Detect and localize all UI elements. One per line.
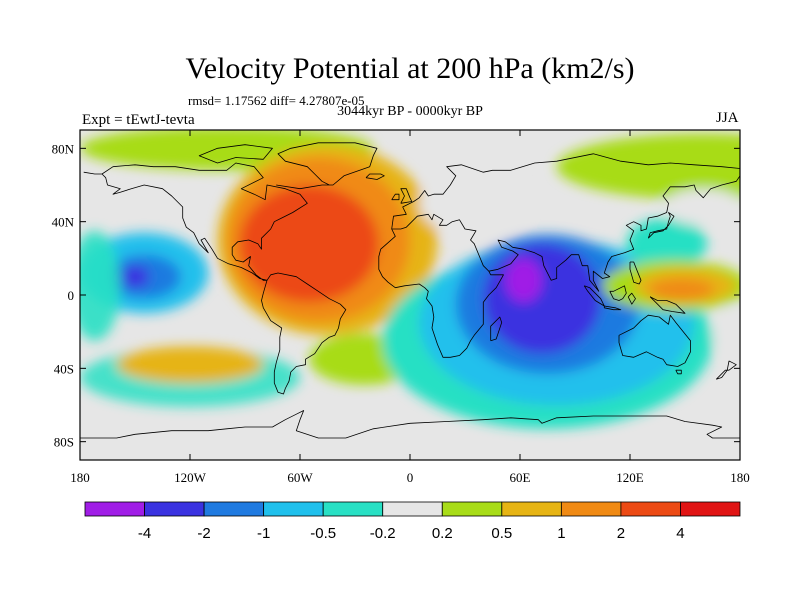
colorbar-label: 0.2	[432, 525, 453, 542]
coastline	[83, 171, 102, 175]
field-contour	[419, 170, 530, 237]
lon-tick-label: 180	[70, 470, 90, 485]
coastline	[603, 305, 622, 311]
colorbar: -4 -2 -1 -0.5 -0.2 0.2 0.5 1 2 4	[84, 501, 741, 542]
map-axes: 180 120W 60W 0 60E 120E 180 80N 40N 0 40S 80S	[52, 130, 750, 485]
coastline	[649, 296, 686, 314]
coastline	[618, 314, 691, 367]
colorbar-swatch	[144, 501, 205, 517]
velocity-potential-field	[80, 130, 740, 429]
field-contour	[239, 185, 379, 303]
map-panel: 180 120W 60W 0 60E 120E 180 80N 40N 0 40S 80S	[52, 129, 750, 485]
colorbar-swatch	[263, 501, 324, 517]
coastline	[490, 316, 503, 342]
lon-tick-label: 120E	[616, 470, 644, 485]
lon-tick-label: 60E	[510, 470, 531, 485]
lat-tick-label: 40S	[54, 361, 74, 376]
field-contour	[80, 230, 121, 341]
colorbar-label: 0.5	[491, 525, 512, 542]
field-contour	[116, 346, 264, 383]
coastline	[627, 292, 636, 305]
colorbar-label: -1	[257, 525, 270, 542]
left-subtitle: Expt = tEwtJ-tevta	[82, 112, 195, 128]
colorbar-swatch	[382, 501, 443, 517]
coastline	[378, 228, 504, 358]
chart-title: Velocity Potential at 200 hPa (km2/s)	[185, 52, 635, 85]
colorbar-label: -2	[197, 525, 210, 542]
colorbar-swatch	[680, 501, 741, 517]
colorbar-swatch	[560, 501, 622, 517]
lat-tick-label: 80N	[52, 141, 75, 156]
coastline	[391, 175, 740, 292]
field-contour	[505, 258, 542, 303]
coastline	[261, 272, 347, 395]
field-contour	[483, 243, 601, 354]
coastline	[80, 410, 740, 439]
coastline	[276, 142, 378, 190]
field-contour	[663, 188, 740, 226]
coastline	[101, 162, 308, 281]
colorbar-label: 1	[557, 525, 565, 542]
field-contour	[120, 265, 150, 288]
colorbar-label: -0.5	[310, 525, 336, 542]
coastline	[715, 360, 737, 380]
center-subtitle: 3044kyr BP - 0000kyr BP	[337, 104, 483, 119]
coastline	[391, 193, 400, 201]
colorbar-label: -4	[138, 525, 151, 542]
lon-tick-label: 0	[407, 470, 414, 485]
field-contour	[648, 278, 715, 301]
coastline	[365, 173, 385, 180]
coastline	[609, 285, 627, 301]
colorbar-swatch	[203, 501, 265, 517]
field-contour	[626, 218, 708, 270]
coastline	[400, 188, 413, 204]
coastlines	[80, 142, 740, 439]
field-contour	[556, 133, 740, 200]
colorbar-label: 2	[617, 525, 625, 542]
lon-tick-label: 180	[730, 470, 750, 485]
colorbar-swatch	[322, 501, 384, 517]
colorbar-swatch	[84, 501, 145, 517]
coastline	[198, 144, 273, 164]
colorbar-label: 4	[676, 525, 684, 542]
right-subtitle: JJA	[716, 110, 739, 126]
colorbar-swatch	[441, 501, 503, 517]
stats-line: rmsd= 1.17562 diff= 4.27807e-05	[188, 93, 365, 108]
coastline	[391, 153, 740, 230]
lat-tick-label: 40N	[52, 215, 75, 230]
coastline	[647, 212, 675, 239]
lon-tick-label: 60W	[287, 470, 313, 485]
field-contour	[714, 309, 740, 354]
lat-tick-label: 80S	[54, 435, 74, 450]
lat-tick-label: 0	[68, 288, 75, 303]
coastline	[675, 369, 682, 375]
colorbar-label: -0.2	[370, 525, 396, 542]
colorbar-swatch	[501, 501, 562, 517]
colorbar-swatch	[620, 501, 681, 517]
coastline	[629, 261, 642, 285]
lon-tick-label: 120W	[174, 470, 207, 485]
field-shading	[80, 130, 740, 429]
